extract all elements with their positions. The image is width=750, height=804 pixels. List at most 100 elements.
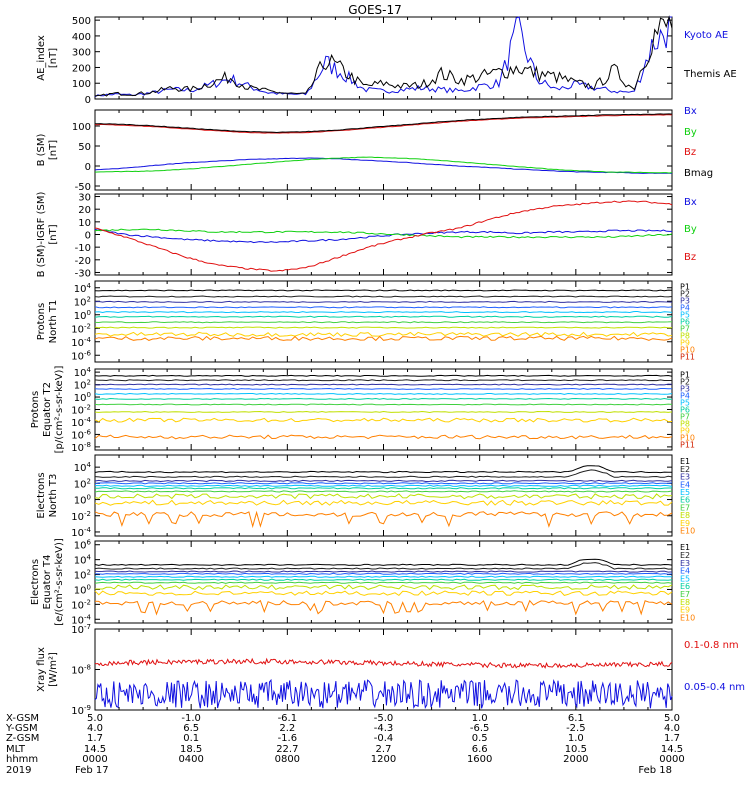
axis-label-pt2: Equator T2 xyxy=(42,382,53,437)
channel-label-et3-e5: E5 xyxy=(680,488,690,497)
series-pt1-p9 xyxy=(94,331,673,337)
ephemeris-value: -0.4 xyxy=(374,733,394,744)
ephemeris-value: -6.5 xyxy=(470,723,490,734)
ytick-label-et4: 100 xyxy=(74,583,91,596)
series-et4-e3 xyxy=(94,570,673,573)
channel-label-pt1-p1: P1 xyxy=(680,283,690,292)
series-pt2-p3 xyxy=(94,383,673,386)
series-et3-e3 xyxy=(94,479,673,483)
channel-label-pt1-p11: P11 xyxy=(680,353,695,362)
channel-label-pt2-p2: P2 xyxy=(680,378,690,387)
series-bsm-by xyxy=(94,156,673,174)
legend-ae-themis-ae: Themis AE xyxy=(683,69,737,80)
channel-label-pt2-p7: P7 xyxy=(680,413,690,422)
series-et4-e5 xyxy=(94,575,673,578)
ytick-label-bdiff: -10 xyxy=(75,243,91,254)
series-et3-e5 xyxy=(95,484,673,487)
ephemeris-label-z-gsm: Z-GSM xyxy=(6,733,39,744)
ytick-label-pt1: 10-2 xyxy=(71,322,91,335)
ytick-label-et4: 10-2 xyxy=(71,598,91,611)
ytick-label-et3: 100 xyxy=(74,494,91,507)
axis-label-pt2: Protons xyxy=(30,391,41,428)
ytick-label-pt2: 10-4 xyxy=(71,416,91,429)
series-pt2-p8 xyxy=(94,410,673,414)
ephemeris-value: 1.0 xyxy=(568,733,584,744)
axis-label-et4: Equator T4 xyxy=(42,555,53,610)
ephemeris-value: 14.5 xyxy=(661,744,683,755)
series-et3-e10 xyxy=(94,510,673,529)
legend-bdiff-bx: Bx xyxy=(684,197,697,208)
ytick-label-ae: 500 xyxy=(72,16,91,27)
ephemeris-value: 5.0 xyxy=(664,713,680,724)
ytick-label-pt1: 104 xyxy=(74,282,92,295)
ephemeris-value: 0.5 xyxy=(472,733,488,744)
ephemeris-value: 6.1 xyxy=(568,713,584,724)
series-et4-e8 xyxy=(95,584,673,591)
ytick-label-bdiff: -30 xyxy=(75,268,91,279)
series-pt1-p8 xyxy=(94,326,673,329)
axis-label-et3: Electrons xyxy=(36,472,47,518)
series-pt1-p6 xyxy=(94,315,673,318)
axis-label-bdiff: B (SM)-IGRF (SM) xyxy=(36,192,47,278)
channel-label-et3-e8: E8 xyxy=(680,511,690,520)
channel-label-pt1-p5: P5 xyxy=(680,311,690,320)
channel-label-et4-e7: E7 xyxy=(680,590,690,599)
ephemeris-value: -1.0 xyxy=(181,713,201,724)
series-xray-short xyxy=(94,678,673,710)
ytick-label-ae: 400 xyxy=(72,32,91,43)
series-pt2-p7 xyxy=(94,403,673,406)
legend-bdiff-by: By xyxy=(684,224,697,235)
series-bsm-bmag xyxy=(94,113,673,134)
series-et3-e9 xyxy=(94,499,673,506)
channel-label-pt1-p2: P2 xyxy=(680,290,690,299)
series-xray-long xyxy=(94,657,673,669)
ephemeris-value: 2000 xyxy=(563,754,588,765)
series-pt1-p1 xyxy=(94,289,673,292)
channel-label-pt2-p4: P4 xyxy=(680,392,690,401)
series-et3-e1 xyxy=(94,465,672,474)
channel-label-et3-e7: E7 xyxy=(680,503,690,512)
series-pt1-p10 xyxy=(94,335,673,342)
panel-frame-bsm xyxy=(94,109,673,191)
ytick-label-et3: 10-4 xyxy=(71,526,91,539)
ephemeris-value: 4.0 xyxy=(664,723,680,734)
series-pt1-p4 xyxy=(94,306,673,309)
series-pt1-p3 xyxy=(94,300,673,303)
ephemeris-value: Feb 17 xyxy=(75,765,109,776)
series-pt1-p7 xyxy=(94,321,673,324)
series-pt2-p6 xyxy=(94,397,673,400)
legend-bsm-bz: Bz xyxy=(684,147,696,158)
ephemeris-value: 1.7 xyxy=(87,733,103,744)
ephemeris-value: 0.1 xyxy=(183,733,199,744)
plot-title: GOES-17 xyxy=(348,3,402,17)
ephemeris-value: -4.3 xyxy=(374,723,394,734)
axis-label-xray: Xray flux xyxy=(36,647,47,692)
ytick-label-xray: 10-8 xyxy=(71,664,91,677)
ephemeris-value: 2.2 xyxy=(279,723,295,734)
ytick-label-pt2: 10-8 xyxy=(71,441,91,454)
ephemeris-value: 0800 xyxy=(275,754,300,765)
ytick-label-pt2: 10-2 xyxy=(71,404,91,417)
ephemeris-value: 14.5 xyxy=(84,744,106,755)
channel-label-pt1-p8: P8 xyxy=(680,332,690,341)
channel-label-et4-e6: E6 xyxy=(680,582,690,591)
axis-label-bdiff: [nT] xyxy=(48,224,59,244)
ephemeris-value: 0000 xyxy=(82,754,107,765)
ytick-label-ae: 300 xyxy=(72,48,91,59)
ytick-label-bdiff: 0 xyxy=(85,231,91,242)
ytick-label-xray: 10-7 xyxy=(71,623,91,636)
ephemeris-value: 4.0 xyxy=(87,723,103,734)
legend-xray-short: 0.05-0.4 nm xyxy=(684,682,745,693)
series-et4-e2 xyxy=(94,562,673,570)
series-et3-e4 xyxy=(94,482,673,485)
series-et3-e7 xyxy=(94,490,673,493)
series-pt1-p5 xyxy=(94,310,673,314)
series-bsm-bx xyxy=(94,157,673,174)
series-pt2-p2 xyxy=(94,379,672,382)
ytick-label-pt1: 10-4 xyxy=(71,336,91,349)
channel-label-et3-e1: E1 xyxy=(680,457,690,466)
series-pt2-p9 xyxy=(94,417,672,423)
channel-label-et4-e9: E9 xyxy=(680,606,690,615)
ytick-label-bsm: 50 xyxy=(78,142,91,153)
